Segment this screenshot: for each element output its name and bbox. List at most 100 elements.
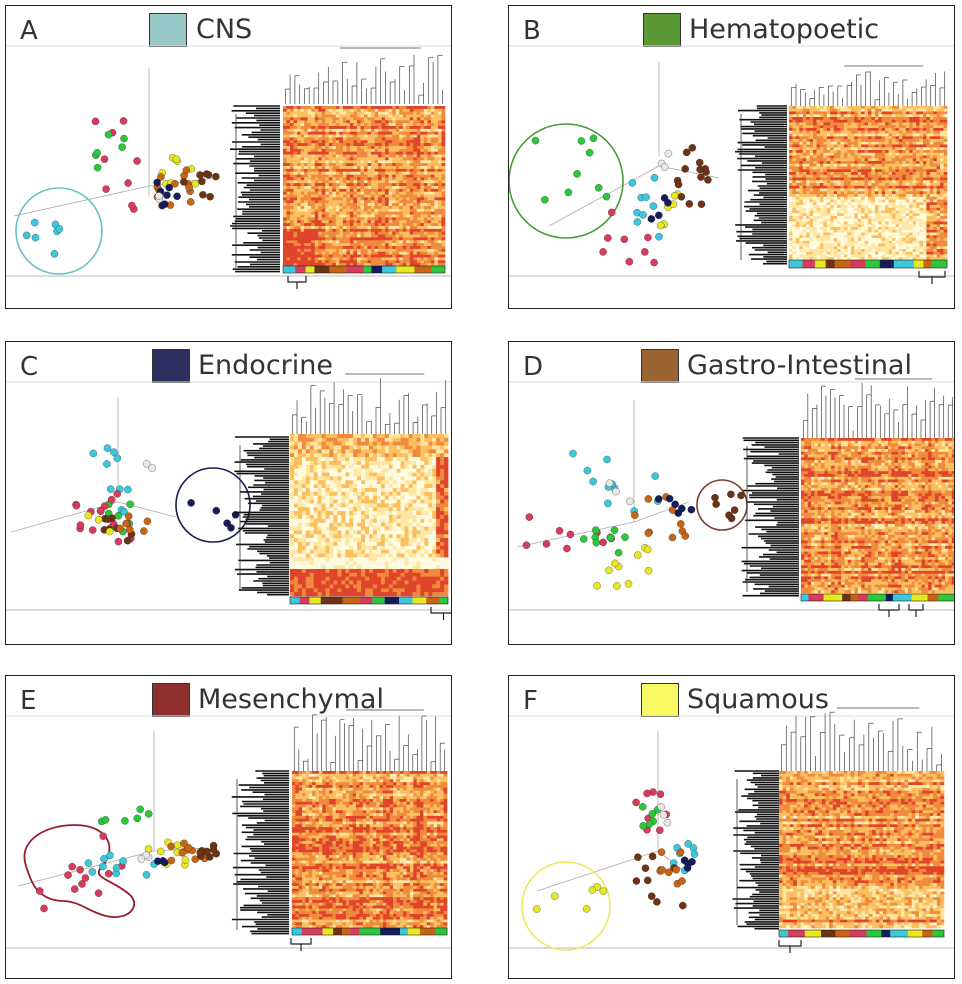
heatmap-cell	[850, 119, 855, 123]
heatmap-cell	[813, 139, 817, 142]
heatmap-cell	[395, 137, 400, 141]
heatmap-cell	[378, 168, 382, 173]
heatmap-cell	[427, 106, 432, 110]
heatmap-cell	[349, 254, 354, 258]
heatmap-cell	[809, 136, 814, 140]
heatmap-cell	[360, 200, 365, 204]
heatmap-cell	[392, 243, 396, 247]
heatmap-cell	[792, 117, 797, 120]
heatmap-cell	[290, 114, 294, 118]
heatmap-cell	[864, 119, 869, 123]
pca-axis-line	[13, 185, 150, 217]
heatmap-cell	[926, 177, 931, 181]
heatmap-cell	[335, 114, 340, 118]
heatmap-cell	[402, 177, 407, 181]
heatmap-cell	[892, 133, 896, 137]
heatmap-cell	[438, 143, 442, 147]
heatmap-cell	[332, 191, 337, 195]
heatmap-cell	[933, 106, 937, 109]
heatmap-cell	[434, 194, 439, 198]
heatmap-cell	[438, 134, 442, 138]
heatmap-cell	[874, 111, 879, 115]
heatmap-cell	[923, 188, 927, 192]
heatmap-cell	[381, 183, 386, 187]
heatmap-cell	[789, 221, 793, 225]
sample-point	[602, 192, 611, 201]
heatmap-cell	[392, 160, 396, 164]
heatmap-cell	[902, 144, 906, 148]
heatmap-cell	[438, 180, 442, 184]
heatmap-cell	[364, 263, 368, 267]
heatmap-cell	[438, 188, 442, 193]
heatmap-cell	[916, 216, 920, 219]
heatmap-cell	[353, 226, 358, 230]
heatmap-cell	[321, 123, 326, 127]
heatmap-cell	[933, 133, 937, 137]
heatmap-cell	[874, 213, 879, 217]
heatmap-cell	[335, 251, 340, 255]
heatmap-cell	[335, 234, 340, 238]
heatmap-cell	[392, 223, 396, 227]
heatmap-cell	[857, 166, 862, 170]
heatmap-cell	[430, 251, 435, 255]
heatmap-cell	[346, 123, 351, 127]
heatmap-cell	[916, 185, 920, 189]
heatmap-cell	[332, 214, 337, 218]
heatmap-cell	[902, 218, 906, 222]
heatmap-cell	[919, 106, 924, 109]
heatmap-cell	[854, 194, 858, 197]
heatmap-cell	[416, 243, 421, 247]
heatmap-cell	[940, 185, 944, 189]
heatmap-cell	[878, 141, 882, 145]
heatmap-cell	[406, 106, 411, 110]
heatmap-cell	[933, 218, 937, 222]
heatmap-cell	[314, 137, 319, 141]
column-dendrogram	[285, 47, 443, 104]
heatmap-cell	[799, 169, 803, 173]
heatmap-cell	[895, 216, 900, 219]
heatmap-cell	[430, 257, 435, 261]
heatmap-cell	[402, 211, 407, 215]
heatmap-cell	[328, 223, 333, 227]
heatmap-cell	[916, 169, 920, 173]
heatmap-cell	[311, 203, 315, 207]
heatmap-cell	[823, 158, 827, 162]
heatmap-cell	[840, 216, 845, 219]
heatmap-cell	[936, 180, 941, 184]
heatmap-cell	[371, 131, 375, 135]
heatmap-cell	[293, 246, 298, 250]
heatmap-cell	[441, 163, 446, 167]
heatmap-cell	[909, 169, 913, 173]
heatmap-cell	[881, 141, 886, 145]
heatmap-cell	[374, 108, 379, 113]
heatmap-cell	[802, 128, 807, 131]
heatmap-cell	[864, 158, 869, 162]
heatmap-cell	[902, 224, 906, 228]
heatmap-cell	[318, 217, 322, 221]
heatmap-cell	[874, 147, 879, 151]
heatmap-cell	[364, 126, 368, 130]
heatmap-cell	[321, 160, 326, 164]
heatmap-cell	[349, 234, 354, 238]
heatmap-cell	[430, 117, 435, 121]
heatmap-cell	[416, 191, 421, 195]
heatmap-cell	[795, 185, 800, 189]
heatmap-cell	[898, 133, 903, 137]
heatmap-cell	[881, 213, 886, 217]
heatmap-cell	[868, 177, 872, 181]
heatmap-cell	[381, 220, 386, 224]
heatmap-cell	[321, 146, 326, 150]
heatmap-cell	[823, 119, 827, 123]
heatmap-cell	[286, 166, 291, 170]
heatmap-cell	[318, 154, 322, 158]
sample-point	[585, 148, 594, 157]
heatmap-cell	[799, 122, 803, 126]
heatmap-cell	[332, 246, 337, 250]
heatmap-cell	[923, 117, 927, 120]
heatmap-cell	[335, 174, 340, 178]
heatmap-cell	[847, 210, 852, 214]
heatmap-cell	[406, 197, 411, 201]
heatmap-cell	[314, 188, 319, 193]
heatmap-cell	[434, 143, 439, 147]
heatmap-cell	[430, 140, 435, 144]
